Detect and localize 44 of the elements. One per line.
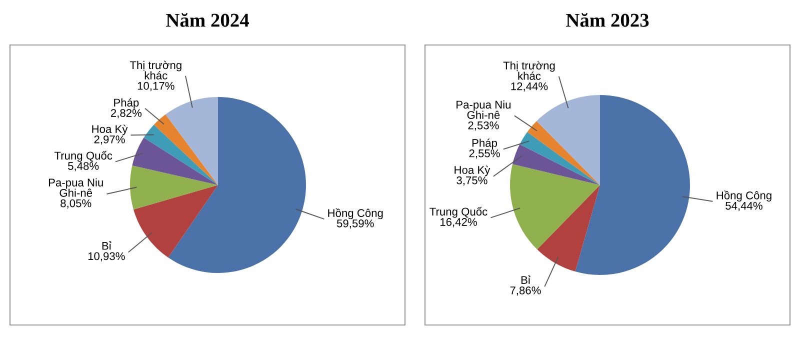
data-label: 2,55% — [469, 149, 500, 159]
slice-label: Hồng Công — [328, 208, 383, 220]
data-label: 10,93% — [88, 252, 125, 262]
slice-label: Pa-pua Niu Ghi-nê — [48, 178, 103, 197]
slice-label: Hoa Kỳ — [92, 124, 128, 136]
data-label: 10,17% — [138, 82, 174, 92]
data-label: 7,86% — [510, 286, 541, 296]
data-label: 54,44% — [726, 202, 762, 212]
slice-label: Bỉ — [102, 241, 112, 250]
slice-label: Trung Quốc — [430, 206, 488, 218]
data-label: 2,97% — [94, 135, 125, 145]
slice-label: Thị trường khác — [503, 61, 555, 80]
chart-title: Năm 2024 — [166, 12, 249, 27]
pie-slice — [144, 124, 218, 185]
pie-slice — [512, 144, 600, 185]
slice-label: Thị trường khác — [130, 60, 182, 80]
slice-label: Trung Quốc — [54, 150, 112, 162]
slice-label: Pháp — [472, 138, 498, 150]
pie-slice — [166, 97, 218, 185]
slice-label: Hồng Công — [716, 190, 772, 202]
data-label: 5,48% — [68, 162, 99, 172]
data-label: 2,53% — [468, 121, 499, 131]
data-label: 16,42% — [440, 218, 477, 228]
pie-slice — [168, 97, 306, 273]
data-label: 3,75% — [456, 176, 488, 186]
slice-label: Bỉ — [521, 275, 530, 284]
pie-slice — [132, 138, 218, 185]
pie-slice — [154, 114, 218, 185]
pie-slice — [520, 132, 600, 185]
chart-title: Năm 2023 — [566, 12, 649, 27]
slice-label: Pa-pua Niu Ghi-nê — [456, 100, 511, 119]
pie-slice — [130, 165, 218, 210]
pie-slice — [527, 121, 600, 185]
slice-label: Pháp — [114, 98, 139, 109]
pie-slice — [536, 95, 600, 185]
pie-slice — [133, 185, 218, 258]
data-label: 12,44% — [511, 82, 548, 92]
slice-label: Hoa Kỳ — [454, 166, 490, 176]
pie-slice — [537, 185, 600, 272]
pie-slice — [575, 95, 690, 275]
data-label: 59,59% — [336, 219, 374, 229]
pie-slice — [510, 164, 600, 250]
data-label: 8,05% — [60, 199, 92, 209]
data-label: 2,82% — [110, 109, 142, 118]
